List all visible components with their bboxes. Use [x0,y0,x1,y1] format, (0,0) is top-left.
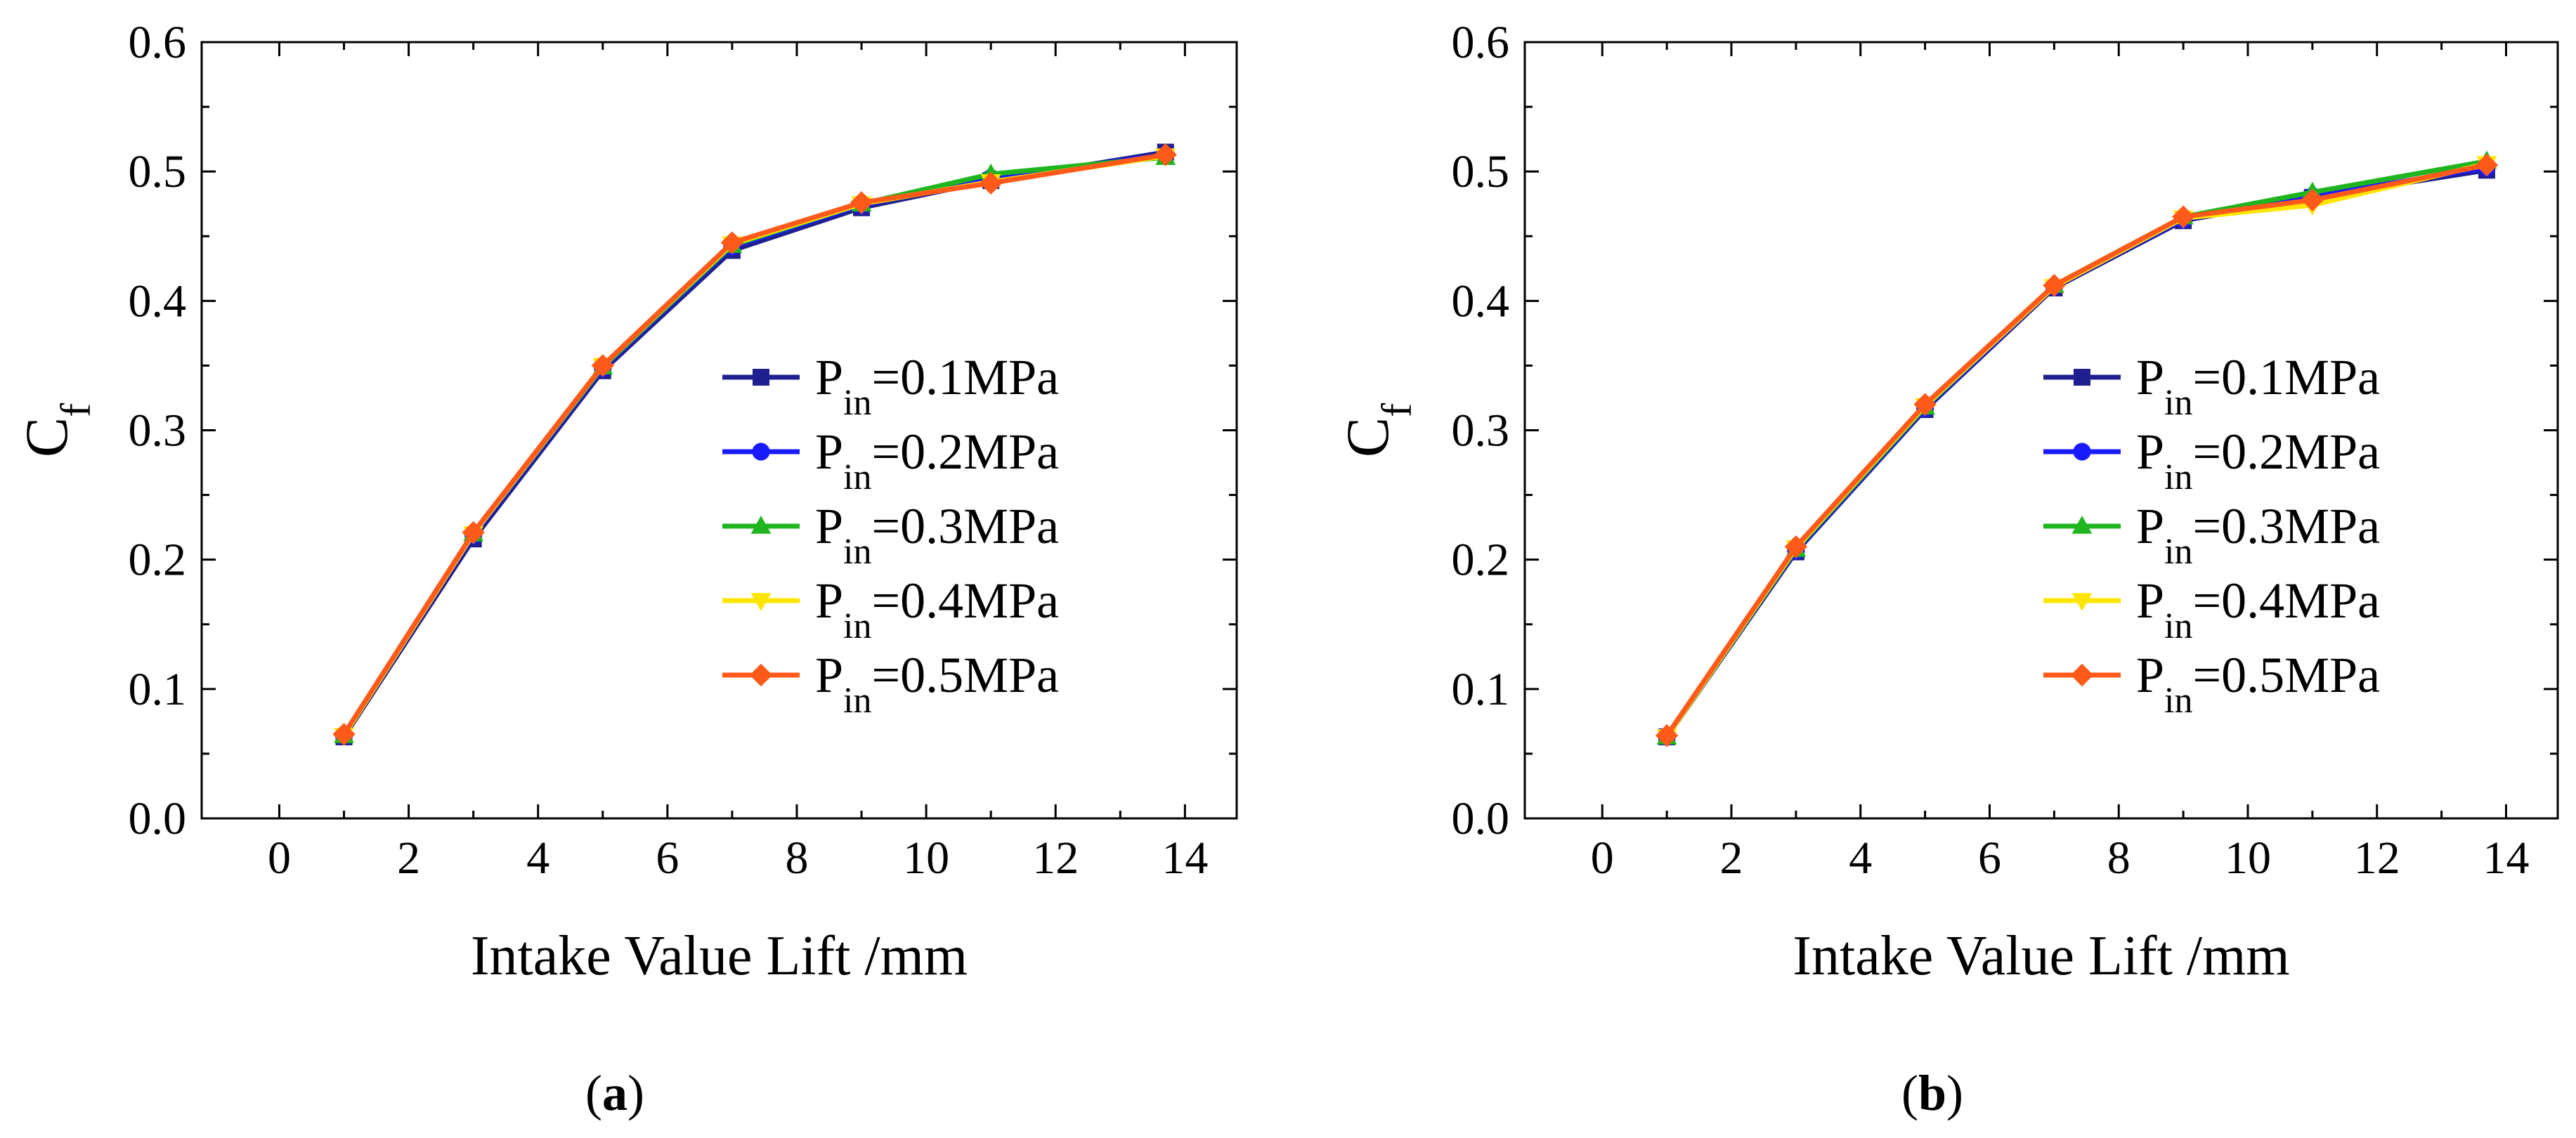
y-tick-label: 0.5 [129,146,187,197]
x-tick-label: 0 [268,832,291,884]
legend: Pin=0.1MPaPin=0.2MPaPin=0.3MPaPin=0.4MPa… [2043,349,2380,721]
x-tick-label: 12 [1032,832,1079,884]
legend-marker [2074,369,2090,386]
x-tick-label: 2 [1720,832,1743,884]
y-tick-label: 0.6 [129,17,187,68]
y-tick-label: 0.4 [1452,275,1510,327]
y-tick-label: 0.0 [129,793,187,844]
data-point [1154,143,1177,166]
data-point [2301,188,2324,211]
x-axis-title: Intake Value Lift /mm [1793,925,2289,987]
data-point [1655,724,1679,747]
x-tick-label: 10 [903,832,949,884]
data-point [462,521,485,544]
y-tick-label: 0.4 [129,275,187,327]
y-tick-label: 0.2 [129,535,187,586]
legend-marker [753,369,769,386]
legend-marker [750,593,772,611]
x-tick-label: 14 [2483,832,2530,884]
legend-label: Pin=0.4MPa [815,573,1059,646]
x-tick-label: 6 [656,832,679,884]
data-point [850,191,873,214]
x-tick-label: 12 [2354,832,2400,884]
legend-label: Pin=0.3MPa [2136,498,2380,572]
data-point [1913,393,1937,416]
x-tick-label: 8 [785,832,808,884]
legend-marker [2070,663,2094,687]
legend-marker [752,443,770,461]
legend-label: Pin=0.1MPa [2136,349,2380,423]
panel-label: (a) [585,1065,644,1121]
data-point [2475,153,2499,177]
y-tick-label: 0.6 [1452,17,1510,68]
legend-label: Pin=0.3MPa [815,498,1059,572]
y-tick-label: 0.5 [1452,146,1510,197]
data-point [2171,205,2195,228]
legend-marker [750,516,772,534]
x-tick-label: 14 [1162,832,1208,884]
x-tick-label: 4 [1849,832,1872,884]
data-point [2043,274,2066,297]
legend-label: Pin=0.5MPa [815,647,1059,721]
legend-label: Pin=0.2MPa [815,424,1059,497]
y-tick-label: 0.1 [1452,664,1510,715]
legend-marker [2071,593,2093,611]
y-tick-label: 0.3 [1452,405,1510,457]
legend-label: Pin=0.4MPa [2136,573,2380,646]
data-point [1784,535,1808,558]
data-point [332,723,356,746]
series-p05 [332,143,1177,746]
legend-marker [2073,443,2091,461]
legend-label: Pin=0.2MPa [2136,424,2380,497]
data-point [591,354,614,377]
plot-frame [1523,41,2559,820]
legend-marker [2071,516,2093,534]
x-tick-label: 0 [1591,832,1614,884]
x-tick-label: 6 [1978,832,2001,884]
legend-label: Pin=0.5MPa [2136,647,2380,721]
data-point [720,231,744,254]
x-tick-label: 2 [397,832,420,884]
legend-marker [749,663,773,687]
series-p05 [1655,153,2499,747]
y-axis-title: Cf [13,403,99,457]
x-tick-label: 8 [2107,832,2131,884]
y-tick-label: 0.0 [1452,793,1510,844]
panel-label: (b) [1901,1065,1963,1121]
plot-frame [200,41,1238,820]
y-axis-title: Cf [1334,403,1420,457]
chart-panel-a: 0 2 4 6 8 10 12 14 0.0 0.1 0.2 0.3 0.4 0.5 0.6 Intake V… [13,17,1238,1121]
y-tick-label: 0.2 [1452,535,1510,586]
x-axis-title: Intake Value Lift /mm [471,925,968,987]
y-tick-label: 0.1 [129,664,187,715]
x-tick-label: 4 [526,832,549,884]
y-tick-label: 0.3 [129,405,187,457]
x-tick-label: 10 [2225,832,2271,884]
data-point [979,171,1003,195]
chart-panel-b: 0 2 4 6 8 10 12 14 0.0 0.1 0.2 0.3 0.4 0.5 0.6 Intake V… [1334,17,2559,1121]
legend-label: Pin=0.1MPa [815,349,1059,423]
legend: Pin=0.1MPaPin=0.2MPaPin=0.3MPaPin=0.4MPa… [722,349,1059,721]
